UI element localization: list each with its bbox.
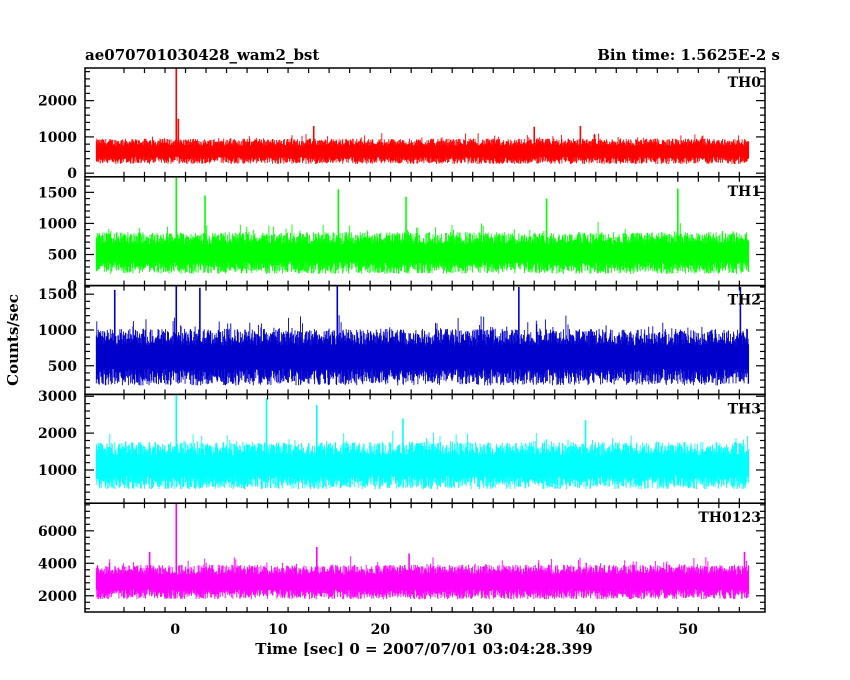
x-tick-label: 10 — [268, 622, 288, 638]
y-tick-label: 1000 — [38, 130, 77, 146]
y-tick-label: 0 — [67, 166, 77, 182]
y-tick-label: 1000 — [38, 216, 77, 232]
y-tick-label: 1000 — [38, 323, 77, 339]
y-tick-label: 2000 — [38, 426, 77, 442]
y-tick-label: 3000 — [38, 389, 77, 405]
x-tick-label: 30 — [473, 622, 493, 638]
panel-th1: 0 500 1000 1500 TH1 — [38, 176, 766, 295]
panel-label-th3: TH3 — [728, 401, 761, 417]
panel-frame-th0123 — [84, 502, 766, 613]
y-tick-label: 2000 — [38, 589, 77, 605]
x-tick-label: 0 — [170, 622, 180, 638]
panel-label-th2: TH2 — [728, 293, 761, 309]
series-band-th1 — [96, 247, 749, 260]
y-tick-label: 1500 — [38, 287, 77, 303]
panel-th0: 0 1000 2000 TH0 — [38, 67, 766, 182]
chart-title: ae070701030428_wam2_bst — [85, 46, 319, 64]
series-band-th3 — [96, 459, 749, 473]
series-band-th0123 — [96, 577, 749, 588]
y-tick-label: 6000 — [38, 524, 77, 540]
y-tick-label: 0 — [67, 279, 77, 295]
y-tick-label: 1000 — [38, 463, 77, 479]
panel-th0123: 2000 4000 6000 TH0123 — [38, 502, 766, 613]
panel-th3: 1000 2000 3000 TH3 — [38, 389, 766, 504]
panel-label-th0123: TH0123 — [698, 510, 761, 526]
series-band-th2 — [96, 349, 749, 366]
x-axis-label: Time [sec] 0 = 2007/07/01 03:04:28.399 — [255, 640, 592, 658]
y-tick-label: 4000 — [38, 556, 77, 572]
y-tick-label: 500 — [48, 248, 77, 264]
x-tick-label: 40 — [576, 622, 596, 638]
y-tick-label: 1500 — [38, 185, 77, 201]
panel-label-th1: TH1 — [728, 184, 761, 200]
y-tick-label: 500 — [48, 359, 77, 375]
panel-label-th0: TH0 — [728, 75, 762, 91]
series-band-th0 — [96, 147, 749, 156]
y-axis-label: Counts/sec — [4, 294, 22, 386]
bin-time-label: Bin time: 1.5625E-2 s — [597, 46, 780, 64]
x-tick-label: 20 — [371, 622, 391, 638]
x-tick-label: 50 — [678, 622, 698, 638]
panel-th2: 500 1000 1500 TH2 — [38, 284, 766, 396]
y-tick-label: 2000 — [38, 94, 77, 110]
